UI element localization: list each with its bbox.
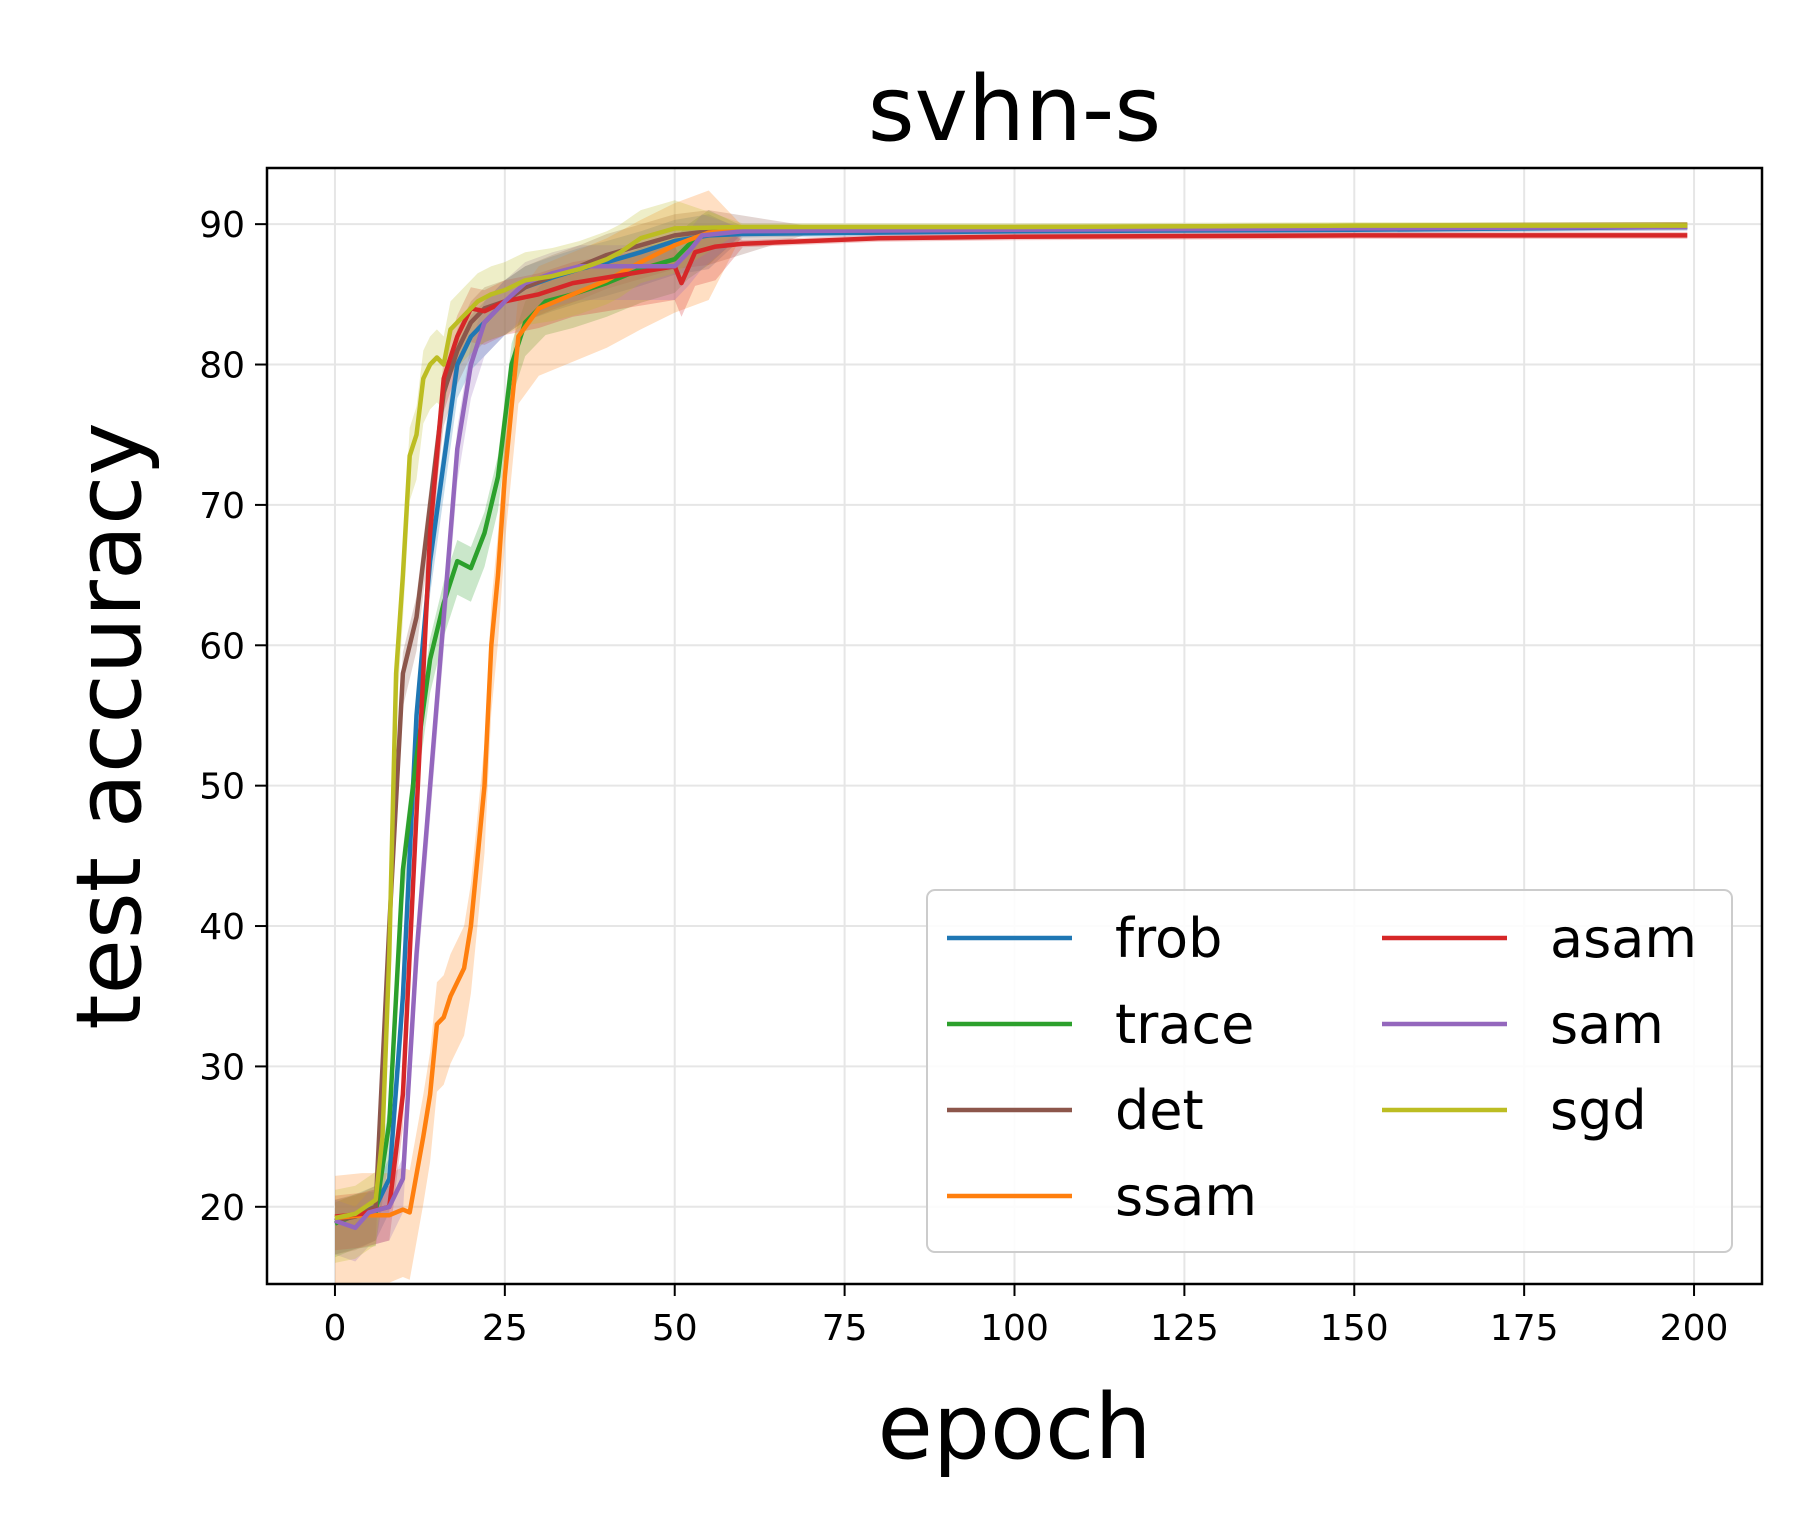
x-tick-label: 175 [1490,1308,1559,1349]
grid-lines [267,168,1762,1284]
y-axis-label: test accuracy [57,422,162,1030]
chart-title: svhn-s [868,57,1162,162]
y-tick-label: 40 [199,907,245,948]
y-tick-label: 50 [199,767,245,808]
y-tick-label: 80 [199,346,245,387]
x-tick-label: 150 [1320,1308,1389,1349]
series-lines [334,223,1688,1231]
legend-label-ssam: ssam [1115,1165,1257,1228]
x-tick-label: 100 [980,1308,1049,1349]
series-line-sgd [334,223,1688,1221]
y-tick-label: 60 [199,626,245,667]
x-axis-ticks: 0 25 50 75 100 125 150 175 200 [324,1284,1729,1349]
legend-label-frob: frob [1115,907,1222,970]
y-axis-ticks: 20 30 40 50 60 70 80 90 [199,205,267,1229]
legend-label-asam: asam [1550,907,1697,970]
x-tick-label: 200 [1660,1308,1729,1349]
series-line-ssam [334,223,1688,1221]
y-tick-label: 90 [199,205,245,246]
legend-label-trace: trace [1115,993,1254,1056]
legend-label-det: det [1115,1079,1204,1142]
legend: frob trace det ssam asam sam sgd [926,889,1733,1253]
y-tick-label: 70 [199,486,245,527]
band-frob [335,214,1688,1255]
x-axis-label: epoch [877,1375,1151,1480]
x-tick-label: 0 [324,1308,347,1349]
x-tick-label: 75 [822,1308,868,1349]
series-line-sam [334,224,1688,1231]
y-tick-label: 30 [199,1047,245,1088]
x-tick-label: 25 [482,1308,528,1349]
legend-label-sam: sam [1550,993,1664,1056]
series-line-asam [334,233,1688,1219]
x-tick-label: 50 [652,1308,698,1349]
y-tick-label: 20 [199,1188,245,1229]
x-tick-label: 125 [1150,1308,1219,1349]
legend-label-sgd: sgd [1550,1079,1647,1142]
legend-box [926,889,1733,1253]
